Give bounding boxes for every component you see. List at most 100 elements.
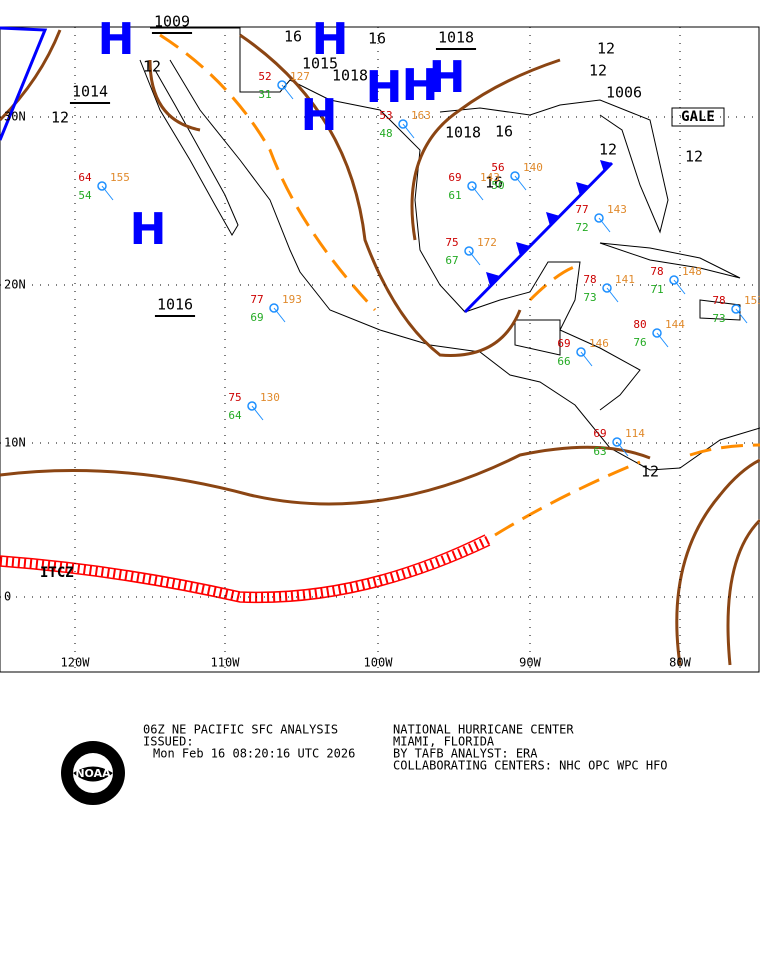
wind-barb (735, 308, 748, 324)
hispaniola (699, 299, 741, 321)
high-pressure: H (312, 14, 349, 65)
station-temp: 53 (379, 109, 392, 122)
footer-analyst: BY TAFB ANALYST: ERA (393, 747, 538, 761)
wind-barb (402, 123, 415, 139)
wind-barb (251, 405, 264, 421)
isobar (410, 58, 561, 241)
station (269, 303, 279, 313)
station-temp: 77 (575, 203, 588, 216)
pressure-label: 1015 (302, 55, 338, 73)
front-barbs (486, 160, 612, 286)
footer-center: NATIONAL HURRICANE CENTER (393, 723, 574, 737)
lon-label: 110W (211, 656, 241, 670)
station-temp: 69 (593, 427, 606, 440)
wind-barb (101, 185, 114, 201)
station (510, 171, 520, 181)
wind-barb (673, 279, 686, 295)
cuba (599, 242, 741, 279)
high-pressure: H (98, 14, 135, 65)
wind-barb (468, 250, 481, 266)
station-dew: 54 (78, 189, 92, 202)
station (464, 246, 474, 256)
station (576, 347, 586, 357)
station-dew: 31 (258, 88, 271, 101)
lon-label: 120W (61, 656, 91, 670)
station-pressure: 114 (625, 427, 645, 440)
footer-collab: COLLABORATING CENTERS: NHC OPC WPC HFO (393, 759, 668, 773)
pacific-coast (169, 59, 760, 471)
station-dew: 69 (250, 311, 263, 324)
station-temp: 78 (650, 265, 663, 278)
pressure-label: 1018 (445, 124, 481, 142)
station-dew: 67 (445, 254, 458, 267)
station-pressure: 155 (110, 171, 130, 184)
pressure-label: 12 (51, 109, 69, 127)
wind-barb (281, 84, 294, 100)
high-pressure: H (130, 204, 167, 255)
station (247, 401, 257, 411)
station-pressure: 148 (682, 265, 702, 278)
guatemala (514, 319, 561, 356)
itcz-label: ITCZ (40, 565, 74, 581)
station-dew: 63 (593, 445, 606, 458)
lat-label: 0 (4, 590, 11, 604)
station-temp: 69 (448, 171, 461, 184)
wind-barb (580, 351, 593, 367)
station-pressure: 130 (260, 391, 280, 404)
wind-barb (273, 307, 286, 323)
station (652, 328, 662, 338)
station-dew: 73 (583, 291, 596, 304)
wind-barb (514, 175, 527, 191)
pressure-label: 1018 (438, 29, 474, 47)
pressure-label: 16 (284, 28, 302, 46)
lon-label: 100W (364, 656, 394, 670)
station-dew: 61 (448, 189, 461, 202)
station-pressure: 143 (480, 171, 500, 184)
station-pressure: 153 (744, 294, 760, 307)
isobar (0, 445, 651, 506)
station-dew: 72 (575, 221, 588, 234)
station-temp: 75 (228, 391, 241, 404)
station-temp: 80 (633, 318, 646, 331)
pressure-label: 12 (685, 148, 703, 166)
isobars (0, 29, 760, 666)
lon-label: 80W (669, 656, 691, 670)
pressure-label: 16 (495, 123, 513, 141)
footer-time: Mon Feb 16 08:20:16 UTC 2026 (153, 747, 355, 761)
pressure-label: 12 (589, 62, 607, 80)
footer-city: MIAMI, FLORIDA (393, 735, 495, 749)
pressure-label: 12 (599, 141, 617, 159)
trough (159, 33, 377, 312)
isobar (239, 33, 522, 357)
itcz-band (0, 534, 491, 604)
station (467, 181, 477, 191)
wind-barb (656, 332, 669, 348)
pressure-label: 12 (597, 40, 615, 58)
station-temp: 78 (712, 294, 725, 307)
pressure-label: 1018 (332, 67, 368, 85)
station (277, 80, 287, 90)
station-pressure: 140 (523, 161, 543, 174)
lat-label: 20N (4, 278, 26, 292)
pressure-label: 16 (485, 174, 503, 192)
wind-barb (598, 217, 611, 233)
station-dew: 48 (379, 127, 392, 140)
high-pressure: H (366, 62, 403, 113)
station-dew: 73 (712, 312, 725, 325)
noaa-logo (61, 741, 125, 805)
station-temp: 64 (78, 171, 92, 184)
footer-issued: ISSUED: (143, 735, 194, 749)
station-pressure: 193 (282, 293, 302, 306)
station-pressure: 143 (607, 203, 627, 216)
pressure-label: 12 (143, 58, 161, 76)
station (97, 181, 107, 191)
station-temp: 77 (250, 293, 263, 306)
trough (494, 460, 641, 537)
us-gulf-florida (439, 99, 669, 234)
trough (689, 443, 760, 457)
wind-barb (471, 185, 484, 201)
station-pressure: 146 (589, 337, 609, 350)
lon-label: 90W (519, 656, 541, 670)
station-dew: 66 (557, 355, 570, 368)
